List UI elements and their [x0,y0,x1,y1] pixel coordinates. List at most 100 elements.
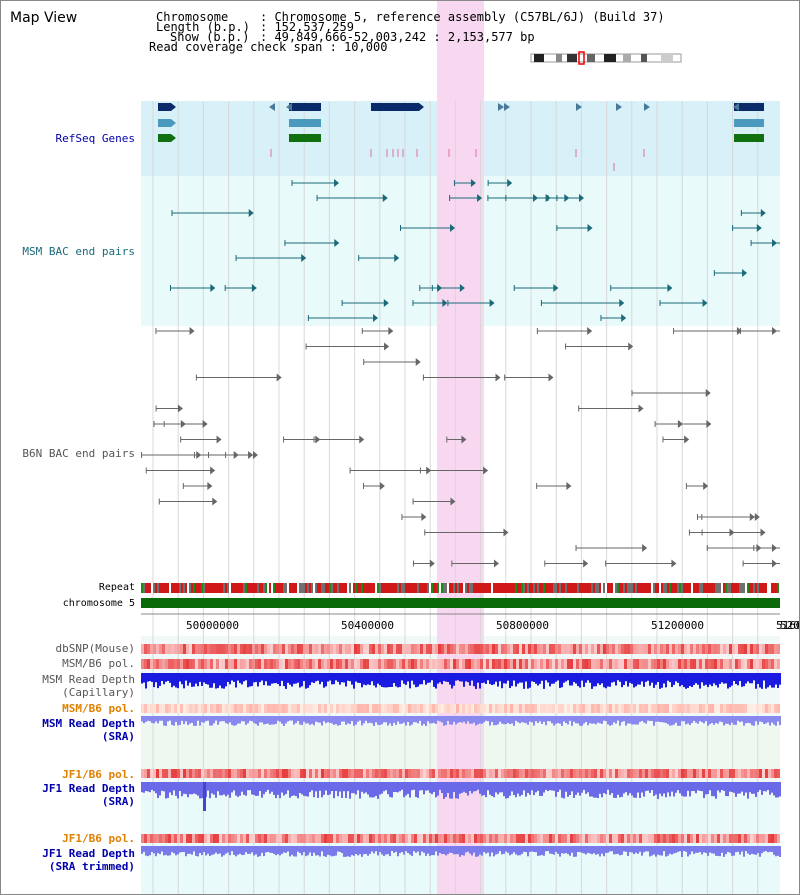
msm-depth-cap-bar [469,673,471,686]
msm-b6-pol-cell [471,659,474,669]
repeat-bar [689,583,691,593]
msm-depth-cap-bar [337,673,339,682]
repeat-bar [179,583,181,593]
msm-b6-pol-cell [420,659,423,669]
jf1-b6-pol2-cell [633,834,636,843]
jf1-b6-pol-cell [762,769,765,778]
jf1-depth-trim-bar [387,846,389,855]
msm-b6-pol-cell [405,659,408,669]
msm-depth-sra-bar [723,716,725,726]
msm-b6-pol-cell [237,659,240,669]
msm-b6-pol2-cell [585,704,588,713]
msm-bac-pair-arrow [442,299,448,307]
dbsnp-cell [186,644,189,654]
jf1-b6-pol-cell [456,769,459,778]
msm-depth-sra-bar [555,716,557,724]
msm-depth-sra-bar [339,716,341,725]
repeat-bar [561,583,563,593]
jf1-b6-pol-cell [639,769,642,778]
msm-depth-cap-bar [563,673,565,683]
jf1-b6-pol-cell [357,769,360,778]
repeat-bar [383,583,385,593]
dbsnp-cell [609,644,612,654]
jf1-depth-sra-bar [769,782,771,795]
msm-b6-pol2-cell [402,704,405,713]
dbsnp-cell [732,644,735,654]
jf1-b6-pol-cell [282,769,285,778]
jf1-depth-trim-bar [775,846,777,857]
jf1-depth-sra-bar [149,782,151,793]
jf1-depth-trim-bar [563,846,565,854]
jf1-depth-trim-bar [729,846,731,853]
msm-b6-pol-cell [255,659,258,669]
msm-depth-cap-bar [587,673,589,681]
dbsnp-cell [354,644,357,654]
msm-b6-pol2-cell [633,704,636,713]
msm-depth-sra-bar [705,716,707,722]
msm-depth-sra-bar [669,716,671,726]
jf1-depth-trim-bar [567,846,569,855]
jf1-depth-sra-bar [161,782,163,791]
jf1-depth-sra-bar [387,782,389,795]
msm-depth-cap-bar [669,673,671,683]
repeat-bar [661,583,663,593]
jf1-depth-trim-bar [365,846,367,854]
jf1-depth-trim-bar [395,846,397,852]
jf1-b6-pol2-cell [171,834,174,843]
msm-depth-cap-bar [387,673,389,688]
jf1-depth-sra-bar [713,782,715,797]
jf1-b6-pol-cell [156,769,159,778]
msm-b6-pol-cell [774,659,777,669]
dbsnp-cell [453,644,456,654]
msm-depth-sra-bar [249,716,251,721]
msm-bac-pair-arrow [248,209,254,217]
msm-depth-cap-bar [329,673,331,681]
msm-depth-sra-bar [745,716,747,724]
msm-depth-cap-bar [561,673,563,688]
jf1-depth-sra-bar [365,782,367,793]
msm-b6-pol-cell [234,659,237,669]
jf1-b6-pol-cell [753,769,756,778]
jf1-depth-trim-bar [561,846,563,854]
msm-depth-sra-bar [525,716,527,724]
dbsnp-cell [726,644,729,654]
jf1-depth-trim-bar [753,846,755,855]
dbsnp-cell [462,644,465,654]
msm-b6-pol2-cell [561,704,564,713]
repeat-bar [533,583,535,593]
jf1-depth-sra-bar [757,782,759,793]
jf1-depth-trim-bar [377,846,379,856]
msm-depth-sra-bar [397,716,399,722]
jf1-depth-trim-bar [539,846,541,856]
track-label-jf1-b6-pol: JF1/B6 pol. [62,768,135,781]
jf1-depth-sra-bar [715,782,717,799]
jf1-b6-pol-cell [393,769,396,778]
repeat-bar [637,583,639,593]
msm-depth-sra-bar [619,716,621,726]
msm-b6-pol2-cell [756,704,759,713]
repeat-bar [729,583,731,593]
jf1-b6-pol2-cell [312,834,315,843]
msm-depth-sra-bar [317,716,319,723]
b6n-bac-pair-arrow [207,482,213,490]
repeat-bar [523,583,525,593]
msm-depth-sra-bar [197,716,199,721]
msm-b6-pol2-cell [267,704,270,713]
dbsnp-cell [162,644,165,654]
dbsnp-cell [465,644,468,654]
jf1-depth-trim-bar [349,846,351,857]
jf1-b6-pol-cell [468,769,471,778]
jf1-depth-sra-bar [321,782,323,798]
jf1-b6-pol2-cell [537,834,540,843]
msm-depth-cap-bar [161,673,163,681]
msm-b6-pol2-cell [366,704,369,713]
jf1-depth-sra-bar [171,782,173,796]
msm-b6-pol2-cell [525,704,528,713]
jf1-depth-trim-bar [315,846,317,856]
jf1-b6-pol2-cell [264,834,267,843]
msm-depth-sra-bar [319,716,321,723]
msm-depth-sra-bar [151,716,153,723]
msm-depth-sra-bar [683,716,685,722]
msm-depth-cap-bar [227,673,229,682]
